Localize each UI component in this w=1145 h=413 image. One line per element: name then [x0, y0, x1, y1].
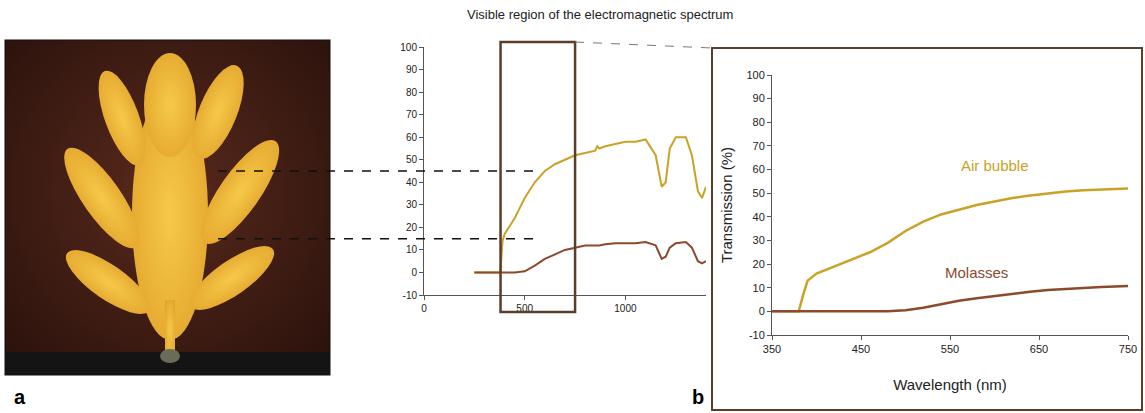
- svg-text:-10: -10: [403, 290, 418, 301]
- svg-text:20: 20: [753, 258, 765, 270]
- svg-text:0: 0: [759, 305, 765, 317]
- svg-text:40: 40: [753, 211, 765, 223]
- svg-text:Air bubble: Air bubble: [961, 157, 1029, 174]
- svg-text:60: 60: [753, 163, 765, 175]
- svg-text:60: 60: [406, 132, 418, 143]
- svg-text:10: 10: [753, 282, 765, 294]
- svg-text:550: 550: [941, 343, 959, 355]
- svg-text:Visible region of the electrom: Visible region of the electromagnetic sp…: [467, 7, 733, 22]
- svg-text:30: 30: [753, 234, 765, 246]
- svg-text:650: 650: [1030, 343, 1048, 355]
- svg-text:70: 70: [406, 109, 418, 120]
- svg-text:Molasses: Molasses: [945, 264, 1008, 281]
- svg-text:50: 50: [406, 154, 418, 165]
- svg-text:100: 100: [746, 69, 764, 81]
- svg-text:-10: -10: [749, 329, 765, 341]
- svg-text:80: 80: [406, 87, 418, 98]
- svg-text:10: 10: [406, 244, 418, 255]
- svg-text:750: 750: [1119, 343, 1137, 355]
- svg-text:350: 350: [763, 343, 781, 355]
- svg-text:20: 20: [406, 222, 418, 233]
- svg-text:a: a: [14, 386, 26, 408]
- svg-text:90: 90: [753, 92, 765, 104]
- svg-text:100: 100: [400, 42, 417, 53]
- svg-text:b: b: [692, 386, 704, 408]
- svg-text:0: 0: [421, 303, 427, 314]
- svg-text:40: 40: [406, 177, 418, 188]
- svg-text:0: 0: [411, 267, 417, 278]
- svg-text:450: 450: [852, 343, 870, 355]
- svg-text:30: 30: [406, 199, 418, 210]
- svg-text:70: 70: [753, 140, 765, 152]
- svg-text:90: 90: [406, 64, 418, 75]
- svg-text:1000: 1000: [614, 303, 637, 314]
- svg-text:80: 80: [753, 116, 765, 128]
- svg-text:Transmission (%): Transmission (%): [718, 147, 735, 263]
- svg-text:50: 50: [753, 187, 765, 199]
- svg-text:Wavelength (nm): Wavelength (nm): [893, 376, 1007, 393]
- svg-text:500: 500: [516, 303, 533, 314]
